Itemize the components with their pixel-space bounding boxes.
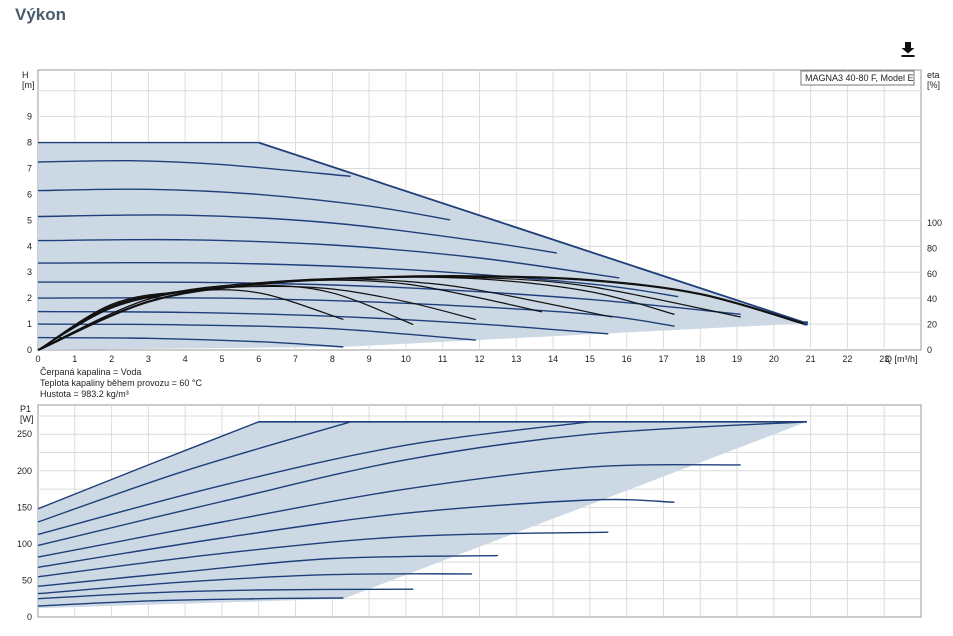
- power-curve-10: [37, 597, 344, 607]
- x-tick-label: 11: [438, 354, 447, 364]
- legend-box: [800, 70, 915, 86]
- power-y-axis-label: [W]: [20, 414, 34, 424]
- efficiency-curve-7: [37, 285, 476, 351]
- power-curve-3: [37, 421, 807, 547]
- y-tick-label: 5: [27, 215, 32, 225]
- head-max-edge: [258, 141, 808, 325]
- y-tick-label: 2: [27, 293, 32, 303]
- x-tick-label: 10: [401, 354, 411, 364]
- x-tick-label: 7: [293, 354, 298, 364]
- y-tick-label: 6: [27, 189, 32, 199]
- x-tick-label: 14: [548, 354, 558, 364]
- x-tick-label: 21: [806, 354, 816, 364]
- power-curve-1: [37, 421, 351, 523]
- power-y-tick-label: 200: [17, 466, 32, 476]
- download-icon: [901, 42, 915, 57]
- page-title: Výkon: [15, 5, 67, 24]
- y-tick-label: 8: [27, 138, 32, 148]
- x-tick-label: 4: [183, 354, 188, 364]
- download-button[interactable]: [899, 40, 917, 58]
- x-tick-label: 3: [146, 354, 151, 364]
- eta-axis-label: eta: [927, 70, 940, 80]
- y-tick-label: 0: [27, 345, 32, 355]
- power-y-tick-label: 50: [22, 575, 32, 585]
- power-curve-8: [37, 573, 473, 595]
- x-tick-label: 8: [330, 354, 335, 364]
- x-tick-label: 6: [256, 354, 261, 364]
- x-tick-label: 12: [474, 354, 484, 364]
- x-tick-label: 16: [622, 354, 632, 364]
- x-tick-label: 15: [585, 354, 595, 364]
- power-y-tick-label: 0: [27, 612, 32, 622]
- x-axis-label: Q [m³/h]: [885, 354, 918, 364]
- power-curve-9: [37, 588, 414, 600]
- x-tick-label: 20: [769, 354, 779, 364]
- note-temperature: Teplota kapaliny během provozu = 60 °C: [40, 378, 202, 388]
- legend-label: MAGNA3 40-80 F, Model E: [805, 73, 914, 83]
- efficiency-curve-5: [37, 284, 414, 351]
- duty-point-marker: [803, 321, 808, 326]
- eta-tick-label: 40: [927, 294, 937, 304]
- y-tick-label: 1: [27, 319, 32, 329]
- head-curve-1: [37, 159, 351, 177]
- eta-tick-label: 20: [927, 320, 937, 330]
- head-curve-9: [37, 323, 476, 341]
- power-curve-0: [37, 421, 260, 510]
- power-curve-2: [37, 421, 590, 536]
- head-curve-10: [37, 336, 344, 348]
- y-tick-label: 7: [27, 164, 32, 174]
- head-curve-5: [37, 261, 679, 298]
- y-tick-label: 9: [27, 112, 32, 122]
- head-curve-3: [37, 214, 557, 254]
- power-curve-7: [37, 554, 498, 587]
- y-tick-label: 4: [27, 241, 32, 251]
- power-curve-4: [37, 463, 741, 558]
- x-tick-label: 1: [72, 354, 77, 364]
- head-curve-4: [37, 238, 620, 279]
- x-tick-label: 17: [658, 354, 668, 364]
- head-curve-2: [37, 188, 451, 221]
- note-density: Hustota = 983.2 kg/m³: [40, 389, 129, 399]
- power-y-axis-label: P1: [20, 404, 31, 414]
- power-y-tick-label: 150: [17, 502, 32, 512]
- eta-tick-label: 60: [927, 269, 937, 279]
- x-tick-label: 2: [109, 354, 114, 364]
- x-tick-label: 9: [367, 354, 372, 364]
- y-axis-label: H: [22, 70, 29, 80]
- fluid-notes: Čerpaná kapalina = Voda Teplota kapaliny…: [40, 367, 202, 400]
- x-tick-label: 5: [219, 354, 224, 364]
- note-fluid: Čerpaná kapalina = Voda: [40, 367, 142, 377]
- eta-tick-label: 80: [927, 243, 937, 253]
- power-curve-5: [37, 498, 675, 568]
- eta-axis-label: [%]: [927, 80, 940, 90]
- y-tick-label: 3: [27, 267, 32, 277]
- power-y-tick-label: 250: [17, 429, 32, 439]
- x-tick-label: 23: [879, 354, 889, 364]
- eta-tick-label: 100: [927, 218, 942, 228]
- x-tick-label: 13: [511, 354, 521, 364]
- power-operating-area: [38, 421, 807, 609]
- efficiency-curve-4: [37, 276, 741, 351]
- x-tick-label: 22: [842, 354, 852, 364]
- x-tick-label: 19: [732, 354, 742, 364]
- y-axis-label: [m]: [22, 80, 35, 90]
- x-tick-label: 18: [695, 354, 705, 364]
- x-tick-label: 0: [35, 354, 40, 364]
- power-curve-6: [37, 531, 609, 578]
- power-y-tick-label: 100: [17, 539, 32, 549]
- eta-tick-label: 0: [927, 345, 932, 355]
